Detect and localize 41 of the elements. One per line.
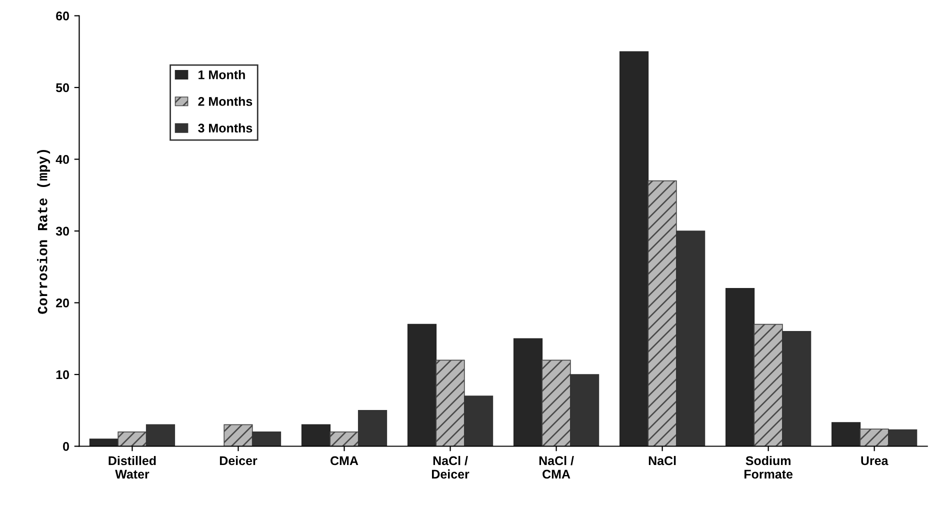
y-tick-label: 0 <box>63 442 69 451</box>
x-tick-label: NaCl / CMA <box>539 456 574 479</box>
x-tick-label: Sodium Formate <box>744 456 793 479</box>
legend-label: 2 Months <box>198 96 252 106</box>
y-tick-label: 30 <box>56 226 69 236</box>
bar <box>464 396 494 446</box>
bar <box>436 360 465 446</box>
bar <box>676 230 706 446</box>
bar <box>118 431 147 446</box>
x-tick-label: NaCl / Deicer <box>432 456 470 479</box>
y-axis-title: Corrosion Rate (mpy) <box>37 150 50 314</box>
bar <box>252 431 282 446</box>
y-tick-label: 20 <box>56 298 69 308</box>
bar <box>648 180 677 446</box>
bar <box>513 338 543 446</box>
bar <box>542 360 571 446</box>
x-tick-label: Deicer <box>220 456 258 466</box>
legend-label: 1 Month <box>198 70 245 80</box>
x-tick-label: Urea <box>861 456 888 466</box>
y-tick-label: 50 <box>56 83 69 92</box>
bar <box>860 428 889 446</box>
bar <box>407 324 437 446</box>
bar <box>782 331 812 446</box>
bar <box>619 51 649 446</box>
bar <box>330 431 359 446</box>
y-tick-label: 40 <box>56 155 69 164</box>
bar <box>224 424 253 446</box>
bar <box>301 424 331 446</box>
bar <box>832 422 861 446</box>
bar <box>358 410 388 446</box>
legend-label: 3 Months <box>198 123 252 133</box>
x-tick-label: NaCl <box>648 456 676 466</box>
bar <box>570 374 600 446</box>
x-tick-label: CMA <box>330 456 358 466</box>
x-tick-label: Distilled Water <box>108 456 156 479</box>
bar <box>754 324 783 446</box>
bar <box>888 429 918 446</box>
y-tick-label: 10 <box>56 370 69 380</box>
bar <box>146 424 176 446</box>
y-tick-label: 60 <box>56 12 69 20</box>
bar <box>725 288 755 446</box>
